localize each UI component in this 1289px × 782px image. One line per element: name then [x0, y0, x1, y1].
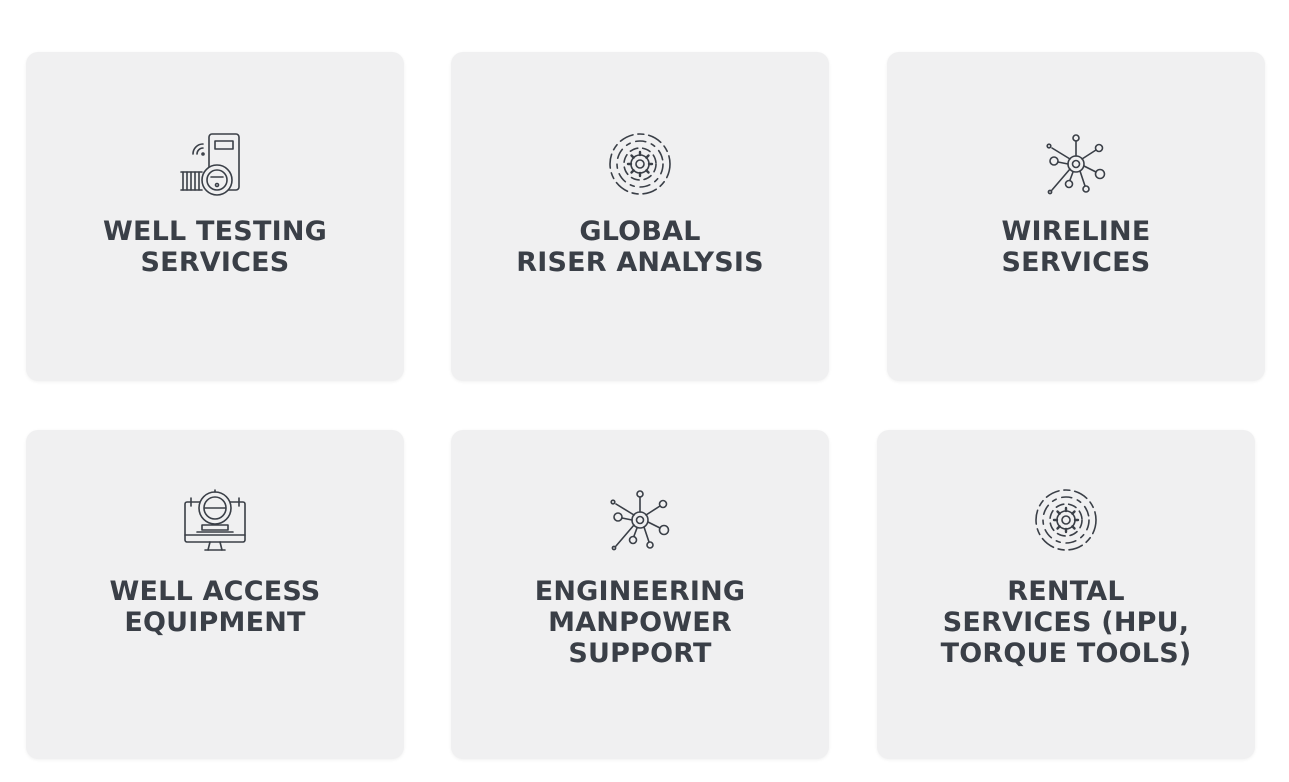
service-card-global-riser-analysis[interactable]: GLOBAL RISER ANALYSIS: [451, 52, 829, 381]
monitor-equipment-icon: [175, 484, 255, 556]
service-card-well-access-equipment[interactable]: WELL ACCESS EQUIPMENT: [26, 430, 404, 759]
service-card-well-testing[interactable]: WELL TESTING SERVICES: [26, 52, 404, 381]
service-title: WIRELINE SERVICES: [1001, 216, 1151, 278]
service-title: GLOBAL RISER ANALYSIS: [516, 216, 764, 278]
meter-gauge-icon: [175, 128, 255, 200]
service-title: WELL ACCESS EQUIPMENT: [109, 576, 321, 638]
gear-radar-icon: [600, 128, 680, 200]
service-card-rental-services[interactable]: RENTAL SERVICES (HPU, TORQUE TOOLS): [877, 430, 1255, 759]
service-card-wireline[interactable]: WIRELINE SERVICES: [887, 52, 1265, 381]
service-title: ENGINEERING MANPOWER SUPPORT: [534, 576, 746, 669]
service-title: WELL TESTING SERVICES: [103, 216, 327, 278]
service-card-engineering-manpower-support[interactable]: ENGINEERING MANPOWER SUPPORT: [451, 430, 829, 759]
network-hub-icon: [1036, 128, 1116, 200]
service-title: RENTAL SERVICES (HPU, TORQUE TOOLS): [940, 576, 1192, 669]
network-hub-icon: [600, 484, 680, 556]
gear-radar-icon: [1026, 484, 1106, 556]
